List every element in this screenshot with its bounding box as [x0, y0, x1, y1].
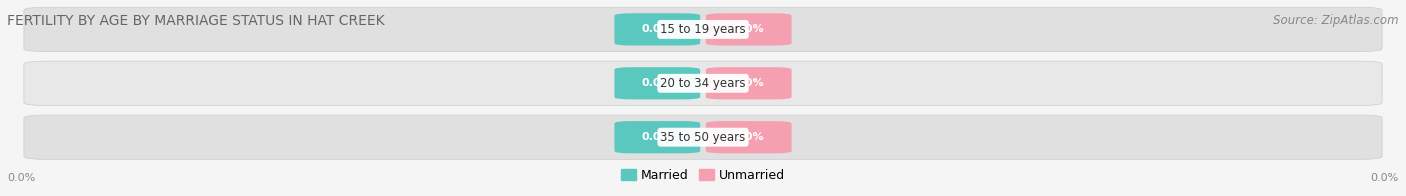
FancyBboxPatch shape — [614, 67, 700, 99]
Text: 0.0%: 0.0% — [734, 132, 763, 142]
Text: 0.0%: 0.0% — [643, 132, 672, 142]
FancyBboxPatch shape — [24, 115, 1382, 159]
FancyBboxPatch shape — [706, 67, 792, 99]
FancyBboxPatch shape — [614, 13, 700, 45]
Text: 15 to 19 years: 15 to 19 years — [661, 23, 745, 36]
Text: 0.0%: 0.0% — [734, 78, 763, 88]
Text: 0.0%: 0.0% — [1371, 173, 1399, 183]
Text: 0.0%: 0.0% — [7, 173, 35, 183]
Text: Source: ZipAtlas.com: Source: ZipAtlas.com — [1274, 14, 1399, 27]
FancyBboxPatch shape — [24, 7, 1382, 52]
Legend: Married, Unmarried: Married, Unmarried — [621, 169, 785, 182]
Text: 20 to 34 years: 20 to 34 years — [661, 77, 745, 90]
Text: 0.0%: 0.0% — [643, 24, 672, 34]
Text: 35 to 50 years: 35 to 50 years — [661, 131, 745, 144]
Text: 0.0%: 0.0% — [734, 24, 763, 34]
FancyBboxPatch shape — [24, 61, 1382, 105]
FancyBboxPatch shape — [614, 121, 700, 153]
Text: FERTILITY BY AGE BY MARRIAGE STATUS IN HAT CREEK: FERTILITY BY AGE BY MARRIAGE STATUS IN H… — [7, 14, 385, 28]
FancyBboxPatch shape — [706, 13, 792, 45]
Text: 0.0%: 0.0% — [643, 78, 672, 88]
FancyBboxPatch shape — [706, 121, 792, 153]
